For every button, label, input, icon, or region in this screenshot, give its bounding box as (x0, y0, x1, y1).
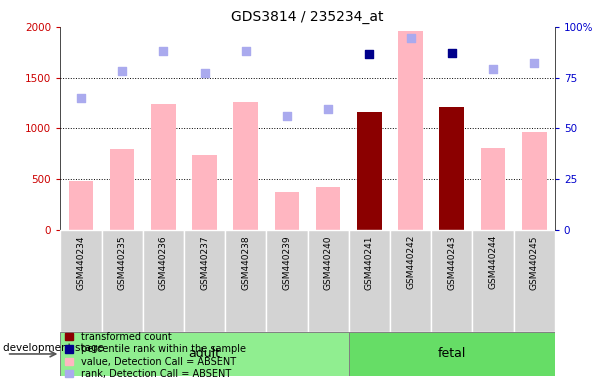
FancyBboxPatch shape (101, 230, 143, 332)
Point (488, 65, 498, 71)
Legend: transformed count, percentile rank within the sample, value, Detection Call = AB: transformed count, percentile rank withi… (65, 332, 245, 379)
Text: GSM440236: GSM440236 (159, 235, 168, 290)
Bar (440, 107, 464, 230)
Point (447, 50, 456, 56)
Text: GSM440237: GSM440237 (200, 235, 209, 290)
Text: adult: adult (189, 348, 221, 361)
Bar (274, 192, 299, 230)
FancyBboxPatch shape (514, 230, 555, 332)
Point (117, 68, 127, 74)
Text: fetal: fetal (438, 348, 466, 361)
Text: GSM440243: GSM440243 (447, 235, 456, 290)
Bar (316, 187, 341, 230)
Point (159, 48, 168, 54)
FancyBboxPatch shape (60, 332, 349, 376)
Text: GSM440239: GSM440239 (282, 235, 291, 290)
Text: GSM440240: GSM440240 (324, 235, 333, 290)
Bar (233, 102, 258, 230)
Bar (69, 181, 93, 230)
Bar (151, 104, 175, 230)
Text: GSM440245: GSM440245 (529, 235, 538, 290)
FancyBboxPatch shape (390, 230, 431, 332)
Text: GSM440244: GSM440244 (488, 235, 497, 290)
Point (76, 95, 86, 101)
Bar (481, 148, 505, 230)
FancyBboxPatch shape (431, 230, 472, 332)
Bar (522, 131, 546, 230)
FancyBboxPatch shape (225, 230, 267, 332)
Bar (398, 31, 423, 230)
FancyBboxPatch shape (472, 230, 514, 332)
FancyBboxPatch shape (60, 230, 101, 332)
Bar (110, 149, 134, 230)
Point (529, 60, 539, 66)
FancyBboxPatch shape (267, 230, 308, 332)
Point (200, 70, 209, 76)
Point (364, 51, 374, 57)
FancyBboxPatch shape (308, 230, 349, 332)
Point (323, 106, 333, 112)
Text: GSM440242: GSM440242 (406, 235, 415, 290)
Text: GSM440234: GSM440234 (77, 235, 86, 290)
Bar (192, 155, 217, 230)
FancyBboxPatch shape (349, 332, 555, 376)
Text: GSM440238: GSM440238 (241, 235, 250, 290)
Text: GSM440235: GSM440235 (118, 235, 127, 290)
Point (282, 113, 292, 119)
Point (406, 35, 415, 41)
Point (241, 48, 251, 54)
FancyBboxPatch shape (184, 230, 225, 332)
Title: GDS3814 / 235234_at: GDS3814 / 235234_at (232, 10, 384, 25)
FancyBboxPatch shape (143, 230, 184, 332)
Text: GSM440241: GSM440241 (365, 235, 374, 290)
FancyBboxPatch shape (349, 230, 390, 332)
Text: development stage: development stage (3, 343, 104, 353)
Bar (357, 112, 382, 230)
